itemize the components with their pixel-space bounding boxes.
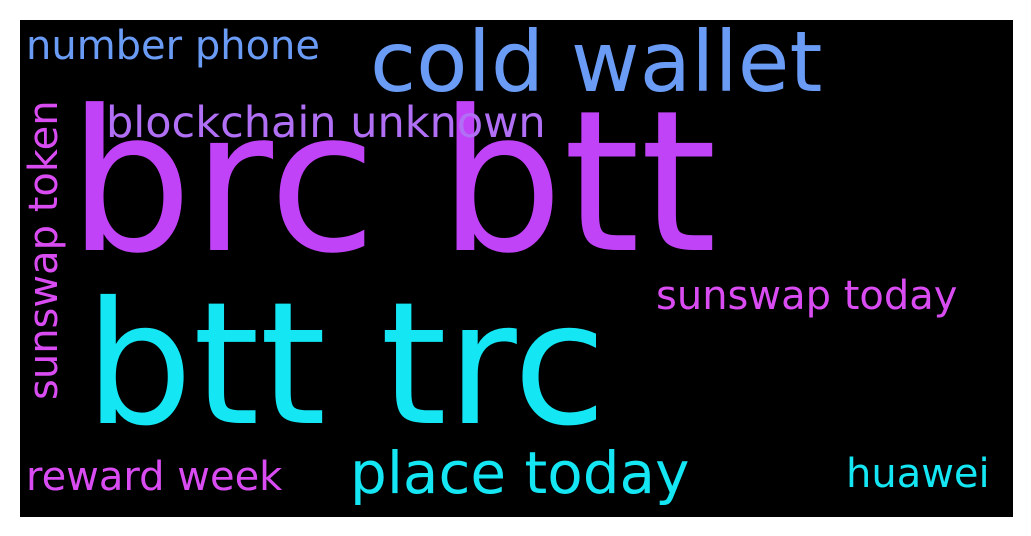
word-sunswap-today: sunswap today xyxy=(656,273,958,319)
word-brc-btt: brc btt xyxy=(68,69,717,297)
word-sunswap-token: sunswap token xyxy=(21,100,67,400)
word-cold-wallet: cold wallet xyxy=(370,20,823,111)
word-huawei: huawei xyxy=(846,451,990,497)
word-place-today: place today xyxy=(350,439,690,507)
word-cloud: brc btt btt trc cold wallet number phone… xyxy=(20,20,1013,517)
word-reward-week: reward week xyxy=(26,454,283,500)
word-btt-trc: btt trc xyxy=(85,266,607,464)
word-number-phone: number phone xyxy=(26,23,321,69)
word-blockchain-unknown: blockchain unknown xyxy=(106,98,546,148)
